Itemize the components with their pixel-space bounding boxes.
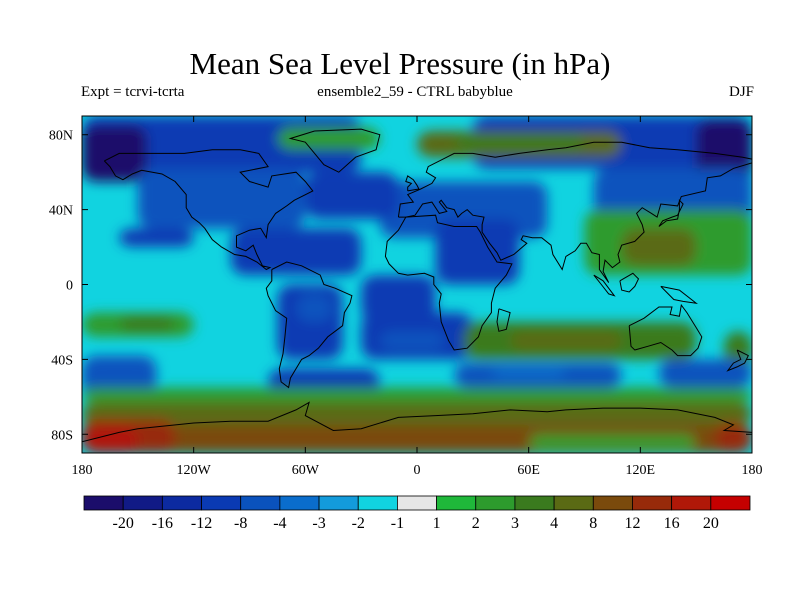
coast-borneo	[619, 272, 640, 293]
colorbar-swatch	[122, 495, 163, 511]
field-region-35	[82, 426, 138, 453]
colorbar-level-label: -1	[391, 515, 404, 532]
field-region-12	[361, 275, 436, 322]
lon-tick-label: 120E	[626, 463, 656, 478]
coast-antarctica	[82, 401, 752, 443]
field-region-32	[82, 402, 752, 425]
map-title: Mean Sea Level Pressure (in hPa)	[189, 46, 611, 81]
colorbar-swatch	[475, 495, 516, 511]
colorbar-level-label: -16	[152, 515, 173, 532]
colorbar-swatch	[83, 495, 124, 511]
field-region-16	[379, 331, 445, 351]
field-region-14	[296, 293, 334, 322]
ensemble-label: ensemble2_59 - CTRL babyblue	[317, 84, 513, 100]
lat-tick-label: 80N	[49, 129, 73, 144]
colorbar-swatch	[592, 495, 633, 511]
colorbar-level-label: -2	[352, 515, 365, 532]
coast-uk	[405, 175, 420, 192]
field-region-4	[137, 168, 306, 229]
colorbar-level-label: -8	[234, 515, 247, 532]
colorbar-swatch	[436, 495, 477, 511]
colorbar-swatch	[279, 495, 320, 511]
coast-sumatra	[593, 274, 616, 297]
colorbar-level-label: 4	[550, 515, 558, 532]
coastlines	[82, 128, 752, 443]
field-region-10	[454, 134, 585, 150]
field-region-29	[491, 368, 566, 379]
field-region-3	[82, 125, 148, 182]
field-region-20	[119, 316, 176, 332]
colorbar-level-label: 3	[511, 515, 519, 532]
field-region-24	[621, 228, 697, 266]
field-region-17	[435, 218, 520, 285]
colorbar-swatch	[240, 495, 281, 511]
lon-tick-label: 0	[414, 463, 421, 478]
colorbar-swatch	[318, 495, 359, 511]
lat-tick-label: 80S	[51, 428, 73, 443]
colorbar-swatch	[357, 495, 398, 511]
colorbar-level-label: -12	[191, 515, 212, 532]
colorbar-swatch	[671, 495, 712, 511]
colorbar-level-label: 2	[472, 515, 480, 532]
field-region-37	[714, 423, 752, 453]
field-region-18	[119, 228, 194, 248]
lat-tick-label: 40N	[49, 204, 73, 219]
season-label: DJF	[728, 84, 754, 100]
coast-madagascar	[496, 308, 511, 332]
field-region-11	[230, 228, 362, 276]
coast-new-guinea	[660, 285, 698, 304]
coast-south-america	[265, 261, 353, 389]
coast-eurasia	[397, 141, 752, 283]
colorbar-level-label: -3	[312, 515, 325, 532]
colorbar-swatch	[710, 495, 751, 511]
coast-australia	[628, 303, 703, 357]
lat-tick-label: 0	[66, 279, 73, 294]
lon-tick-label: 120W	[177, 463, 212, 478]
field-region-8	[277, 127, 380, 150]
colorbar-level-label: 12	[624, 515, 640, 532]
field-region-22	[510, 331, 622, 351]
colorbar-swatch	[632, 495, 673, 511]
colorbar-swatch	[201, 495, 242, 511]
colorbar-level-label: 1	[433, 515, 441, 532]
field-region-2	[696, 119, 752, 182]
colorbar-level-label: 16	[664, 515, 680, 532]
field-region-7	[305, 172, 399, 219]
lon-tick-label: 60E	[517, 463, 540, 478]
colorbar-level-label: -20	[113, 515, 134, 532]
coast-africa	[384, 214, 513, 351]
coast-new-zealand	[726, 349, 749, 372]
colorbar-swatch	[553, 495, 594, 511]
colorbar-swatch	[397, 495, 437, 511]
colorbar-level-label: -4	[273, 515, 286, 532]
lat-tick-label: 40S	[51, 353, 73, 368]
longitude-axis: 180 120W 60W 0 60E 120E 180	[72, 116, 763, 478]
latitude-axis: 80N 40N 0 40S 80S	[49, 129, 752, 443]
coast-japan	[658, 199, 684, 227]
lon-tick-label: 60W	[292, 463, 320, 478]
field-region-36	[528, 434, 697, 450]
colorbar-swatch	[161, 495, 202, 511]
coast-greenland	[288, 128, 381, 173]
colorbar-level-label: 8	[589, 515, 597, 532]
lon-tick-label: 180	[742, 463, 763, 478]
field-region-26	[82, 355, 157, 397]
field-region-30	[658, 359, 752, 388]
field-region-31	[82, 387, 752, 403]
colorbar-level-label: 20	[703, 515, 719, 532]
colorbar-swatch	[514, 495, 555, 511]
experiment-label: Expt = tcrvi-tcrta	[81, 84, 185, 100]
coast-north-america	[103, 149, 314, 271]
colorbar: -20 -16 -12 -8 -4 -3 -2 -1 1 2 3 4 8 12 16 20	[83, 495, 751, 532]
map-area	[82, 116, 752, 453]
lon-tick-label: 180	[72, 463, 93, 478]
